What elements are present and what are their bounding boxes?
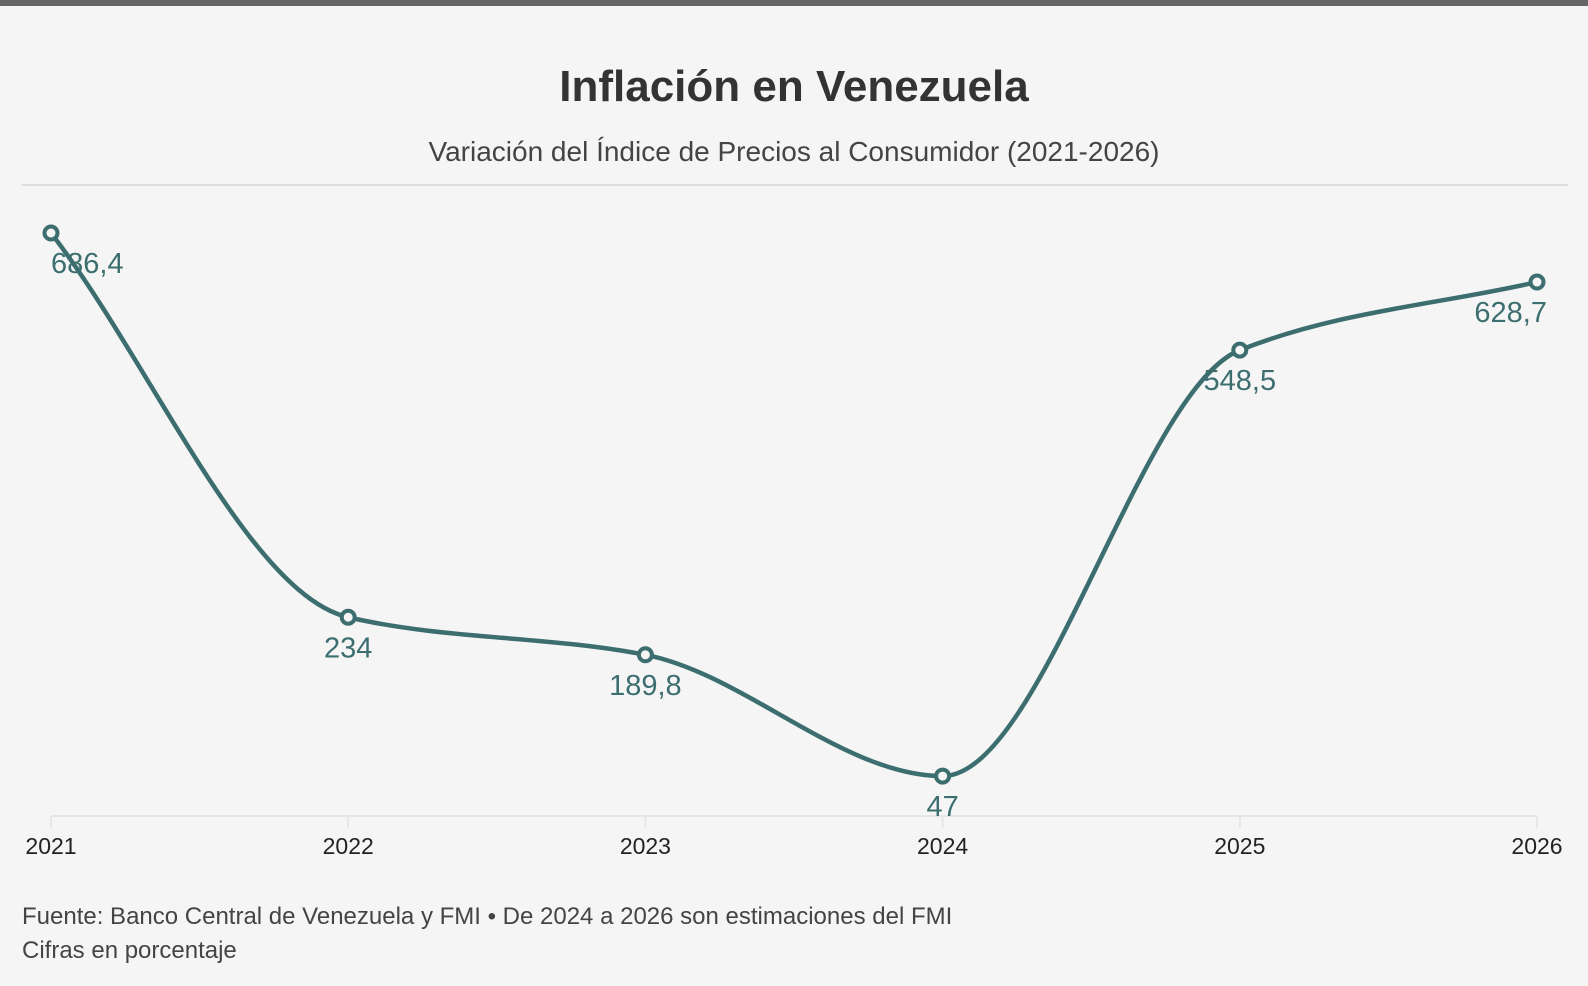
series-line <box>49 231 1538 779</box>
source-note: Fuente: Banco Central de Venezuela y FMI… <box>22 903 953 930</box>
data-label: 47 <box>926 791 958 823</box>
data-label: 628,7 <box>1474 297 1547 329</box>
x-tick-label: 2024 <box>917 833 968 859</box>
chart-subtitle: Variación del Índice de Precios al Consu… <box>428 136 1160 167</box>
chart-title: Inflación en Venezuela <box>559 62 1029 111</box>
x-tick-label: 2026 <box>1511 833 1562 859</box>
data-point <box>1231 341 1249 359</box>
data-point <box>42 224 60 242</box>
data-point <box>934 767 952 785</box>
data-point <box>339 608 357 626</box>
x-tick-label: 2021 <box>25 833 76 859</box>
units-note: Cifras en porcentaje <box>22 937 237 964</box>
divider <box>22 184 1568 186</box>
data-point <box>636 646 654 664</box>
x-tick-label: 2022 <box>323 833 374 859</box>
top-bar <box>0 0 1588 6</box>
data-label: 686,4 <box>51 248 124 280</box>
x-tick-label: 2023 <box>620 833 671 859</box>
data-label: 234 <box>324 632 372 664</box>
data-label: 189,8 <box>609 670 682 702</box>
data-point <box>1528 273 1546 291</box>
x-tick-label: 2025 <box>1214 833 1265 859</box>
data-label: 548,5 <box>1204 365 1277 397</box>
